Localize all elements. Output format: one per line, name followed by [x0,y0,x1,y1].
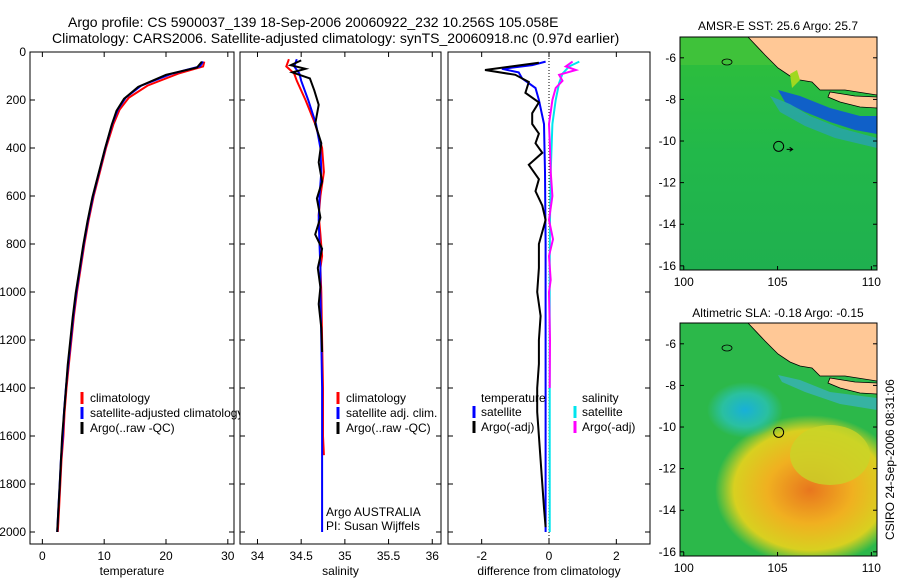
temperature-panel: 0 200 400 600 800 1000 1200 1400 1600 1800 2000 0 10… [0,45,243,578]
map-y-tick-label: -8 [665,378,676,392]
map-y-tick-label: -14 [659,217,677,231]
legend-label: satellite [582,405,623,419]
series-line-argo [56,60,203,533]
temperature-x-axis-label: temperature [100,564,165,578]
salinity-panel: 34 34.5 35 35.5 36 salinity climatologysatelli… [239,51,442,578]
map-y-tick-label: -16 [659,545,677,559]
map-y-tick-label: -8 [665,92,676,106]
x-tick-label: 34.5 [289,549,313,563]
y-tick-label: 1400 [0,381,26,395]
sst-drift-arrow [786,146,794,152]
map-y-tick-label: -12 [659,462,677,476]
y-tick-label: 0 [19,45,26,59]
x-tick-label: 10 [98,549,112,563]
map-y-tick-label: -6 [665,337,676,351]
map-y-tick-label: -14 [659,503,677,517]
y-tick-label: 600 [6,189,26,203]
map-x-tick-label: 110 [862,275,881,289]
map-y-tick-label: -10 [659,134,677,148]
salinity-x-axis-label: salinity [322,564,359,578]
x-tick-label: 30 [221,549,235,563]
sla-coast-band [778,375,877,410]
sst-argo-float-marker [773,140,785,152]
series-line-temp-argo [484,61,547,528]
legend-label: Argo(-adj) [582,420,635,434]
map-y-tick-label: -6 [665,51,676,65]
legend-label: Argo(..raw -QC) [90,421,175,435]
sst-map-frame [679,36,878,271]
y-tick-label: 2000 [0,525,26,539]
sla-island-contour [721,344,733,352]
series-line-sal-argo [547,60,580,389]
legend-label: climatology [346,391,406,405]
legend-label: Argo(..raw -QC) [346,421,431,435]
x-tick-label: 0 [546,549,553,563]
y-tick-label: 1800 [0,477,26,491]
map-x-tick-label: 105 [768,275,788,289]
legend-label: climatology [90,391,150,405]
series-line-temp-satellite [501,60,547,532]
map-x-tick-label: 110 [862,561,881,575]
x-tick-label: 36 [426,549,440,563]
difference-x-axis-label: difference from climatology [477,564,620,578]
x-tick-label: -2 [476,549,487,563]
x-tick-label: 35 [338,549,352,563]
profile-annotation: PI: Susan Wijffels [326,519,420,533]
legend-label: satellite adj. clim. [346,406,437,420]
sst-map: AMSR-E SST: 25.6 Argo: 25.7 -6 -8 -10 -12 -1… [659,19,882,289]
series-line-argo [287,59,324,353]
figure-title-line2: Climatology: CARS2006. Satellite-adjuste… [52,30,619,46]
x-tick-label: 35.5 [377,549,401,563]
y-tick-label: 400 [6,141,26,155]
figure-title-line1: Argo profile: CS 5900037_139 18-Sep-2006… [68,14,558,30]
map-y-tick-label: -16 [659,259,677,273]
sst-cold-tongue-edge [770,96,877,148]
sla-land-sumatra [747,323,877,382]
x-tick-label: 20 [159,549,173,563]
salinity-plot-frame [239,51,442,545]
sla-map-frame [679,322,878,557]
sla-map: Altimetric SLA: -0.18 Argo: -0.15 -6 -8 -1… [659,306,882,575]
map-y-tick-label: -12 [659,176,677,190]
sst-coast-spot [790,70,800,88]
x-tick-label: 34 [251,549,265,563]
sst-land-sumatra [747,37,877,96]
y-tick-label: 1600 [0,429,26,443]
sla-land-java [827,377,877,395]
y-tick-label: 1200 [0,333,26,347]
sla-low-lobe [707,382,783,438]
legend-label: satellite-adjusted climatology [90,406,243,420]
sla-argo-float-marker [773,426,785,438]
x-tick-label: 0 [39,549,46,563]
sst-island-contour [721,58,733,66]
sla-map-title: Altimetric SLA: -0.18 Argo: -0.15 [692,306,864,320]
y-tick-label: 800 [6,237,26,251]
sst-land-java [827,91,877,109]
sla-high-lobe-yellow [790,425,870,485]
map-x-tick-label: 100 [674,561,694,575]
temperature-plot-frame [29,51,235,545]
sst-map-title: AMSR-E SST: 25.6 Argo: 25.7 [698,19,858,33]
map-y-tick-label: -10 [659,420,677,434]
legend-title: salinity [582,391,619,405]
csiro-timestamp-label: CSIRO 24-Sep-2006 08:31:06 [883,379,897,540]
profile-annotation: Argo AUSTRALIA [326,505,421,519]
legend-title: temperature [481,391,546,405]
x-tick-label: 2 [613,549,620,563]
y-tick-label: 1000 [0,285,26,299]
y-tick-label: 200 [6,93,26,107]
legend-label: satellite [481,405,522,419]
map-x-tick-label: 105 [768,561,788,575]
legend-label: Argo(-adj) [481,420,534,434]
sst-cold-tongue [778,90,877,134]
map-x-tick-label: 100 [674,275,694,289]
